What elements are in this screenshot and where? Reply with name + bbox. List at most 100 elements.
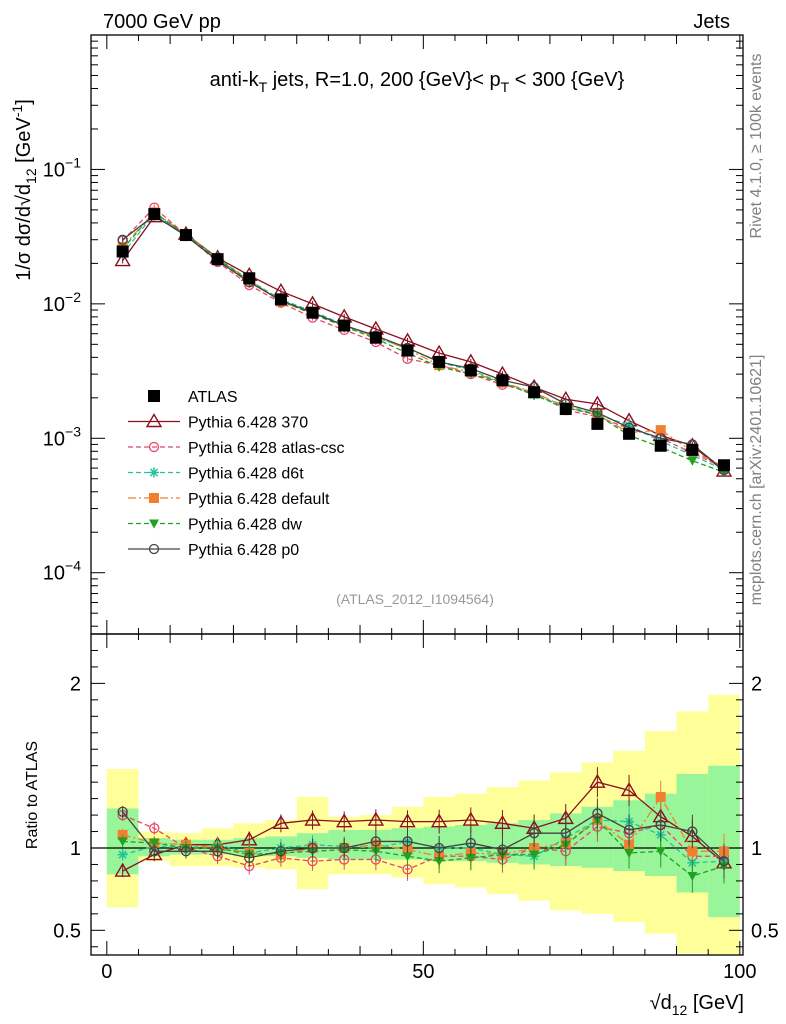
legend-entry: Pythia 6.428 d6t bbox=[128, 466, 304, 483]
legend-entry: Pythia 6.428 dw bbox=[128, 517, 302, 534]
ratio-data-point bbox=[434, 842, 445, 854]
series-line bbox=[122, 212, 725, 471]
x-tick-label: 50 bbox=[412, 961, 434, 983]
ratio-y-tick-label: 2 bbox=[70, 673, 81, 695]
ratio-y-tick-label: 0.5 bbox=[751, 920, 779, 942]
atlas-data-point bbox=[591, 417, 604, 430]
ratio-data-point bbox=[272, 814, 290, 830]
ratio-data-point bbox=[687, 826, 698, 837]
ratio-data-point bbox=[370, 836, 382, 847]
legend-label: Pythia 6.428 default bbox=[188, 491, 330, 508]
ratio-data-point bbox=[339, 842, 350, 854]
ratio-data-point bbox=[560, 828, 571, 839]
series-group bbox=[117, 208, 730, 478]
ratio-data-point bbox=[117, 837, 128, 847]
ratio-data-point bbox=[589, 773, 606, 788]
ratio-y-tick-label: 1 bbox=[70, 838, 81, 860]
ratio-data-point bbox=[180, 846, 192, 857]
main-y-tick-label: 10−1 bbox=[43, 154, 81, 181]
header-right-label: Jets bbox=[693, 11, 730, 33]
ratio-data-point bbox=[528, 828, 540, 839]
data-point bbox=[114, 252, 131, 267]
legend-entry: Pythia 6.428 p0 bbox=[128, 542, 299, 559]
atlas-data-point bbox=[274, 293, 287, 306]
legend-marker bbox=[149, 493, 159, 503]
ratio-y-axis-label: Ratio to ATLAS bbox=[24, 741, 41, 849]
legend-marker bbox=[148, 390, 160, 402]
ratio-data-point bbox=[307, 842, 318, 854]
ratio-uncertainty-bands bbox=[91, 694, 743, 955]
atlas-data-point bbox=[338, 319, 351, 332]
ratio-data-point bbox=[494, 814, 511, 830]
data-point bbox=[589, 395, 606, 410]
axes: 10−1 10−2 10−3 10−4 0 50 100 0.5 0.5 1 1 2 2 bbox=[43, 34, 779, 983]
legend-entry: Pythia 6.428 370 bbox=[128, 413, 308, 432]
ratio-data-point bbox=[620, 781, 638, 797]
ratio-data-point bbox=[465, 853, 476, 863]
ratio-data-point bbox=[212, 846, 223, 857]
series-group bbox=[117, 210, 730, 476]
legend-label: Pythia 6.428 370 bbox=[188, 415, 308, 432]
atlas-data-point bbox=[401, 344, 414, 357]
ratio-data-point bbox=[718, 856, 730, 867]
ratio-y-tick-label: 2 bbox=[751, 673, 762, 695]
atlas-data-point bbox=[306, 306, 319, 319]
ratio-series-line bbox=[122, 819, 725, 877]
atlas-data-point bbox=[179, 229, 192, 242]
atlas-data-point bbox=[369, 331, 382, 344]
series-line bbox=[122, 206, 725, 469]
atlas-data-point bbox=[433, 355, 446, 368]
ratio-data-point bbox=[244, 852, 255, 864]
ratio-y-tick-label: 1 bbox=[751, 838, 762, 860]
ratio-data-point bbox=[275, 846, 287, 857]
x-tick-label: 0 bbox=[101, 961, 112, 983]
ratio-frame bbox=[90, 633, 744, 956]
main-y-tick-label: 10−2 bbox=[43, 289, 81, 316]
atlas-data-point bbox=[496, 374, 509, 387]
legend: ATLAS Pythia 6.428 370 Pythia 6.428 atlas-… bbox=[128, 389, 345, 559]
ratio-data-point bbox=[304, 811, 321, 826]
main-plot-title: anti-kT jets, R=1.0, 200 {GeV}< pT < 300… bbox=[210, 69, 625, 95]
ratio-data-point bbox=[434, 857, 445, 867]
atlas-data-point bbox=[718, 459, 731, 472]
data-point bbox=[655, 425, 666, 436]
ratio-data-point bbox=[655, 847, 666, 857]
legend-marker bbox=[149, 467, 159, 478]
header-left-label: 7000 GeV pp bbox=[103, 11, 221, 33]
ratio-data-point bbox=[367, 811, 385, 826]
ratio-data-point bbox=[402, 836, 413, 847]
data-point bbox=[687, 456, 698, 466]
atlas-data-point bbox=[623, 427, 636, 440]
mcplots-source-label: mcplots.cern.ch [arXiv:2401.10621] bbox=[748, 355, 765, 606]
main-y-axis-label: 1/σ dσ/d√d12 [GeV-1] bbox=[9, 99, 39, 281]
atlas-data-point bbox=[686, 443, 699, 456]
legend-entry: ATLAS bbox=[148, 389, 238, 406]
ratio-data-point bbox=[114, 862, 131, 877]
ratio-data-point bbox=[402, 852, 413, 862]
legend-marker bbox=[145, 413, 163, 428]
legend-marker bbox=[149, 519, 159, 529]
legend-marker bbox=[148, 543, 160, 555]
ratio-data-point bbox=[623, 824, 635, 836]
ratio-data-point bbox=[335, 813, 353, 828]
ratio-data-point bbox=[117, 849, 128, 860]
legend-entry: Pythia 6.428 default bbox=[128, 491, 330, 508]
atlas-data-point bbox=[559, 403, 572, 416]
legend-label: Pythia 6.428 d6t bbox=[188, 466, 304, 483]
legend-entry: Pythia 6.428 atlas-csc bbox=[128, 440, 345, 457]
atlas-data-point bbox=[211, 253, 224, 266]
ratio-series-group bbox=[117, 798, 730, 879]
series-group bbox=[117, 207, 730, 472]
main-y-tick-label: 10−3 bbox=[43, 423, 81, 450]
ratio-data-point bbox=[117, 829, 128, 840]
ratio-data-point bbox=[149, 839, 160, 849]
atlas-data-point bbox=[116, 245, 129, 258]
rivet-version-label: Rivet 4.1.0, ≥ 100k events bbox=[748, 54, 765, 239]
x-axis-label: √d12 [GeV] bbox=[650, 992, 744, 1018]
atlas-data-point bbox=[654, 439, 667, 452]
main-plot-marks bbox=[114, 202, 733, 478]
ratio-data-point bbox=[592, 808, 603, 819]
ratio-data-point bbox=[117, 806, 128, 817]
main-y-tick-label: 10−4 bbox=[43, 558, 81, 585]
legend-marker bbox=[148, 441, 160, 453]
